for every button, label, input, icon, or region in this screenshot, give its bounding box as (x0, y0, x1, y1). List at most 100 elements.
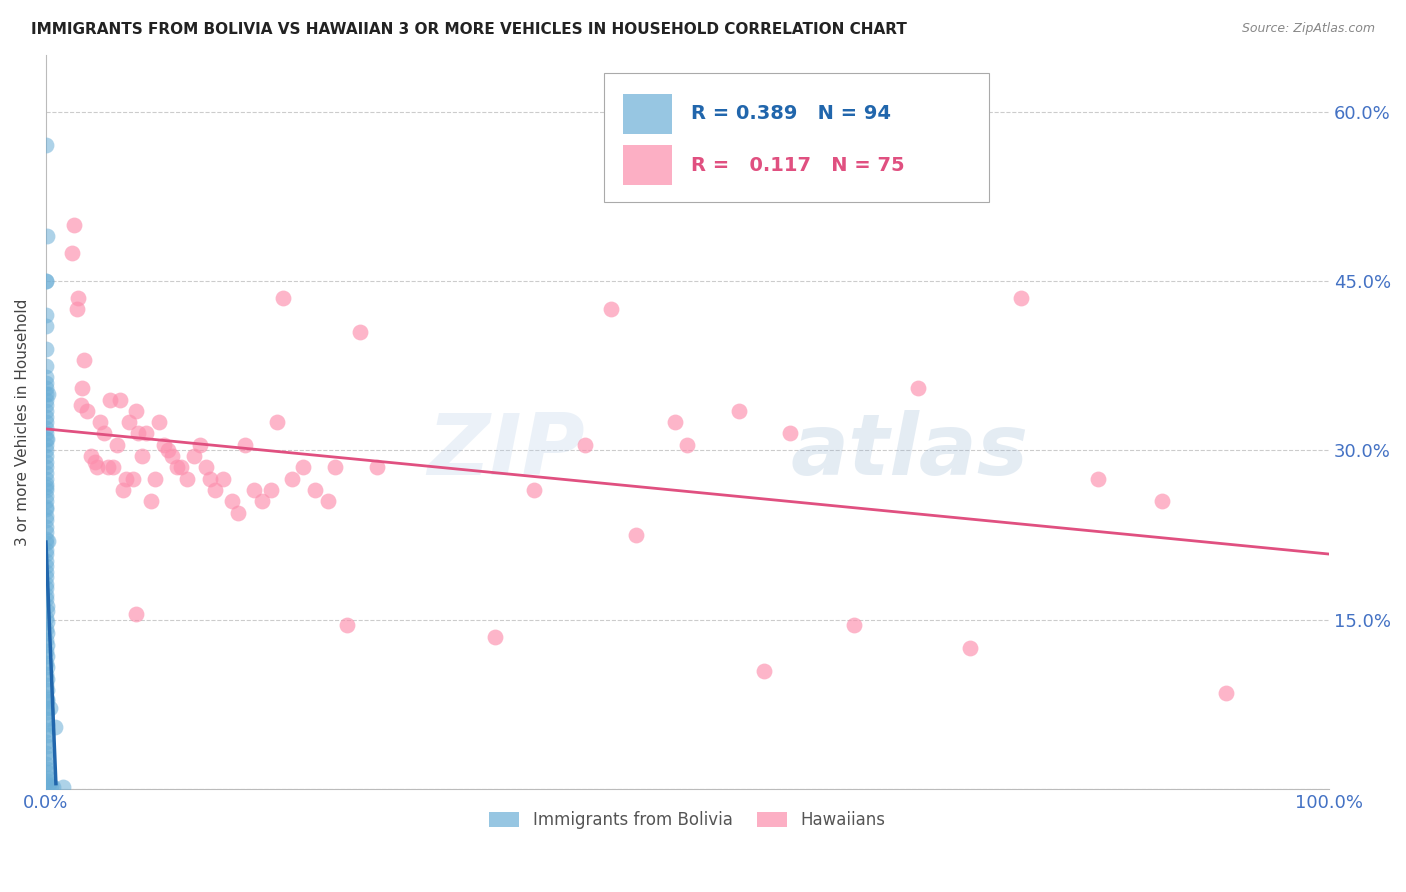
Point (35, 520, 58, 534)
Point (35, 694, 58, 708)
Point (676, 438, 699, 452)
Point (118, 415, 141, 429)
Point (37, 533, 59, 548)
Point (266, 415, 288, 429)
Point (664, 415, 686, 429)
Point (188, 438, 211, 452)
Point (35, 466, 58, 480)
Point (35, 701, 58, 715)
Text: Source: ZipAtlas.com: Source: ZipAtlas.com (1241, 22, 1375, 36)
Point (35, 532, 58, 546)
Point (35, 426, 58, 441)
Y-axis label: 3 or more Vehicles in Household: 3 or more Vehicles in Household (15, 299, 30, 546)
Point (35, 633, 58, 648)
Point (35, 554, 58, 568)
Point (35, 432, 58, 446)
Point (125, 404, 148, 418)
Point (1010, 291, 1032, 305)
Point (35, 691, 58, 706)
Point (35, 690, 58, 704)
Point (250, 494, 273, 508)
Point (127, 426, 149, 441)
Point (35, 449, 58, 463)
Point (37, 765, 59, 780)
Point (69, 398, 91, 412)
Point (35, 667, 58, 681)
Point (35, 342, 58, 356)
Point (70, 381, 93, 395)
Point (35, 494, 58, 508)
Point (35, 274, 58, 288)
Point (35, 566, 58, 580)
Point (35, 615, 58, 629)
Point (1215, 686, 1237, 700)
Point (176, 472, 198, 486)
Point (281, 472, 304, 486)
Point (183, 449, 205, 463)
Point (35, 592, 58, 607)
Point (35, 438, 58, 452)
Point (228, 506, 250, 520)
Point (35, 735, 58, 749)
Point (35, 392, 58, 407)
Point (35, 558, 58, 573)
Point (143, 472, 166, 486)
Point (323, 460, 346, 475)
Point (52, 780, 75, 794)
Point (35, 513, 58, 527)
Point (39, 779, 62, 793)
Point (96, 460, 118, 475)
Point (259, 483, 281, 497)
Point (35, 508, 58, 523)
Point (89, 415, 111, 429)
Point (35, 489, 58, 503)
Point (170, 460, 193, 475)
Point (273, 291, 295, 305)
Point (93, 426, 115, 441)
Point (35, 588, 58, 602)
Point (98, 392, 121, 407)
Point (35, 757, 58, 772)
Text: ZIP: ZIP (427, 410, 585, 493)
Point (35, 472, 58, 486)
Point (727, 404, 749, 418)
Point (44, 720, 66, 734)
Point (160, 449, 183, 463)
Point (35, 678, 58, 692)
Text: R = 0.389   N = 94: R = 0.389 N = 94 (692, 104, 891, 123)
Point (233, 438, 256, 452)
Point (35, 308, 58, 322)
Point (35, 479, 58, 493)
Point (141, 494, 163, 508)
Point (35, 483, 58, 497)
Point (195, 460, 218, 475)
Point (204, 483, 226, 497)
Point (35, 774, 58, 789)
Point (37, 771, 59, 785)
Point (35, 319, 58, 334)
Point (959, 641, 981, 656)
Point (1152, 494, 1174, 508)
Point (754, 664, 776, 678)
Point (35, 750, 58, 764)
Point (35, 712, 58, 726)
Point (35, 576, 58, 591)
Point (66, 302, 89, 317)
Point (35, 274, 58, 288)
Point (110, 392, 132, 407)
Point (42, 780, 65, 794)
Point (844, 618, 866, 632)
Point (35, 398, 58, 412)
Point (73, 353, 96, 368)
Point (111, 483, 134, 497)
Point (291, 460, 314, 475)
Point (35, 500, 58, 514)
Point (35, 443, 58, 458)
Point (37, 387, 59, 401)
Point (907, 381, 929, 395)
Point (35, 228, 58, 243)
Point (35, 604, 58, 618)
Point (35, 547, 58, 561)
Point (35, 682, 58, 697)
Point (35, 622, 58, 636)
